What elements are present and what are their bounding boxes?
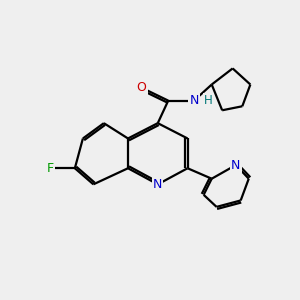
Text: N: N (189, 94, 199, 107)
Text: H: H (204, 94, 213, 107)
Text: O: O (137, 81, 147, 94)
Text: F: F (47, 162, 54, 175)
Text: N: N (231, 158, 241, 172)
Text: N: N (153, 178, 163, 191)
